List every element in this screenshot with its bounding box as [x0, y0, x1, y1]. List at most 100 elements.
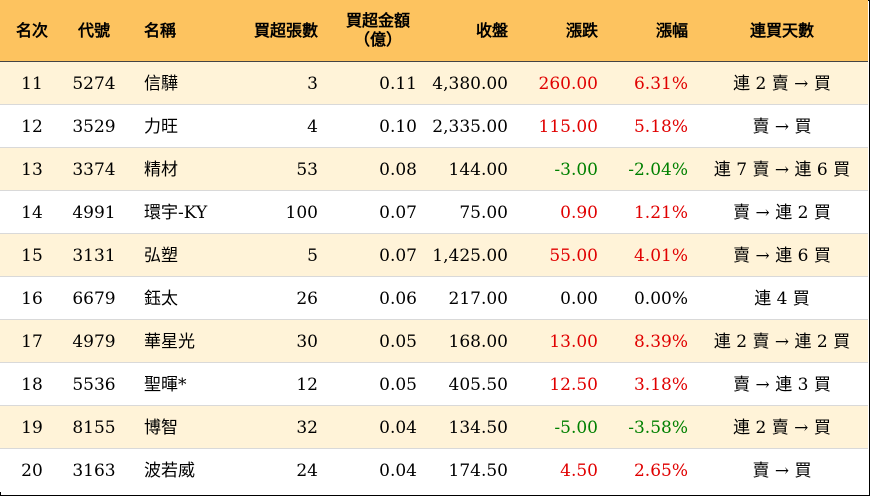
table-row: 18 5536 聖暉* 12 0.05 405.50 12.50 3.18% 賣 → 連 3 買 — [0, 363, 868, 406]
cell-change: 0.90 — [560, 202, 598, 223]
header-name: 名稱 — [144, 21, 177, 40]
cell-code: 4979 — [72, 331, 116, 352]
cell-change: 13.00 — [549, 331, 598, 352]
table-row: 13 3374 精材 53 0.08 144.00 -3.00 -2.04% 連 7 賣 → 連… — [0, 148, 868, 191]
cell-net-buy-amount: 0.11 — [379, 73, 417, 94]
cell-streak: 連 7 賣 → 連 6 買 — [713, 159, 851, 180]
cell-change-pct: 6.31% — [633, 73, 688, 94]
cell-streak: 賣 → 連 3 買 — [733, 374, 831, 395]
cell-change-pct: -2.04% — [628, 159, 688, 180]
table-row: 20 3163 波若威 24 0.04 174.50 4.50 2.65% 賣 → 買 — [0, 449, 868, 492]
cell-change: -5.00 — [554, 417, 598, 438]
cell-net-buy-amount: 0.06 — [379, 288, 417, 309]
cell-name: 博智 — [144, 417, 178, 438]
cell-net-buy-amount: 0.07 — [379, 202, 417, 223]
cell-rank: 18 — [21, 374, 43, 395]
cell-name: 精材 — [144, 159, 178, 180]
cell-net-buy-amount: 0.08 — [379, 159, 417, 180]
cell-change-pct: 3.18% — [633, 374, 688, 395]
cell-rank: 16 — [21, 288, 43, 309]
cell-change-pct: 2.65% — [633, 460, 688, 481]
cell-rank: 20 — [21, 460, 43, 481]
cell-change: 12.50 — [549, 374, 598, 395]
table-body: 11 5274 信驊 3 0.11 4,380.00 260.00 6.31% 連 2 賣 → … — [0, 62, 868, 492]
cell-streak: 連 2 賣 → 連 2 買 — [713, 331, 851, 352]
cell-code: 3163 — [72, 460, 116, 481]
cell-net-buy-lots: 30 — [296, 331, 318, 352]
cell-code: 4991 — [72, 202, 116, 223]
cell-net-buy-amount: 0.05 — [379, 374, 417, 395]
cell-streak: 連 2 賣 → 買 — [733, 417, 831, 438]
cell-code: 5536 — [72, 374, 116, 395]
cell-rank: 19 — [21, 417, 43, 438]
table-row: 16 6679 鈺太 26 0.06 217.00 0.00 0.00% 連 4 買 — [0, 277, 868, 320]
cell-code: 3131 — [72, 245, 116, 266]
cell-rank: 14 — [21, 202, 43, 223]
cell-net-buy-amount: 0.04 — [379, 417, 417, 438]
header-code: 代號 — [77, 21, 110, 40]
cell-close: 75.00 — [459, 202, 508, 223]
cell-name: 弘塑 — [144, 245, 178, 266]
cell-rank: 17 — [21, 331, 43, 352]
cell-change: 260.00 — [538, 73, 598, 94]
cell-net-buy-amount: 0.10 — [379, 116, 417, 137]
header-divider — [0, 61, 868, 62]
cell-rank: 12 — [21, 116, 43, 137]
cell-rank: 11 — [21, 73, 43, 94]
cell-name: 力旺 — [144, 116, 178, 137]
cell-close: 4,380.00 — [432, 73, 508, 94]
cell-net-buy-lots: 3 — [307, 73, 318, 94]
cell-code: 3374 — [72, 159, 116, 180]
cell-net-buy-lots: 53 — [296, 159, 318, 180]
cell-net-buy-amount: 0.04 — [379, 460, 417, 481]
cell-streak: 賣 → 買 — [752, 460, 812, 481]
cell-change-pct: 4.01% — [633, 245, 688, 266]
cell-net-buy-lots: 32 — [296, 417, 318, 438]
cell-net-buy-amount: 0.07 — [379, 245, 417, 266]
cell-change-pct: -3.58% — [628, 417, 688, 438]
header-net-buy-amount-line2: （億） — [353, 30, 402, 49]
cell-close: 134.50 — [448, 417, 508, 438]
cell-net-buy-lots: 5 — [307, 245, 318, 266]
cell-change-pct: 0.00% — [633, 288, 688, 309]
cell-change: 115.00 — [538, 116, 598, 137]
cell-net-buy-lots: 100 — [285, 202, 318, 223]
cell-change: 4.50 — [560, 460, 598, 481]
cell-streak: 連 2 賣 → 買 — [733, 73, 831, 94]
table-row: 15 3131 弘塑 5 0.07 1,425.00 55.00 4.01% 賣 → 連 6 買 — [0, 234, 868, 277]
cell-close: 174.50 — [448, 460, 508, 481]
cell-change-pct: 5.18% — [633, 116, 688, 137]
cell-code: 3529 — [72, 116, 116, 137]
row-divider — [0, 448, 868, 449]
cell-code: 6679 — [72, 288, 116, 309]
row-divider — [0, 362, 868, 363]
row-divider — [0, 319, 868, 320]
cell-name: 聖暉* — [144, 374, 187, 395]
cell-change: 0.00 — [560, 288, 598, 309]
row-divider — [0, 233, 868, 234]
cell-name: 波若威 — [144, 460, 195, 481]
cell-close: 168.00 — [448, 331, 508, 352]
row-divider — [0, 104, 868, 105]
cell-net-buy-lots: 4 — [307, 116, 318, 137]
table-row: 12 3529 力旺 4 0.10 2,335.00 115.00 5.18% 賣 → 買 — [0, 105, 868, 148]
cell-change: -3.00 — [554, 159, 598, 180]
cell-close: 2,335.00 — [432, 116, 508, 137]
cell-name: 信驊 — [144, 73, 178, 94]
header-close: 收盤 — [475, 21, 508, 40]
cell-change: 55.00 — [549, 245, 598, 266]
table-row: 19 8155 博智 32 0.04 134.50 -5.00 -3.58% 連 2 賣 → 買 — [0, 406, 868, 449]
row-divider — [0, 147, 868, 148]
header-streak: 連買天數 — [749, 21, 814, 40]
cell-change-pct: 8.39% — [633, 331, 688, 352]
cell-name: 環宇-KY — [144, 202, 208, 223]
cell-change-pct: 1.21% — [633, 202, 688, 223]
row-divider — [0, 405, 868, 406]
header-change-pct: 漲幅 — [655, 21, 688, 40]
cell-net-buy-lots: 12 — [296, 374, 318, 395]
table-header: 名次 代號 名稱 買超張數 買超金額 （億） 收盤 漲跌 漲幅 連買天數 — [0, 0, 868, 62]
cell-streak: 賣 → 連 6 買 — [733, 245, 831, 266]
cell-close: 217.00 — [448, 288, 508, 309]
cell-name: 鈺太 — [144, 288, 178, 309]
